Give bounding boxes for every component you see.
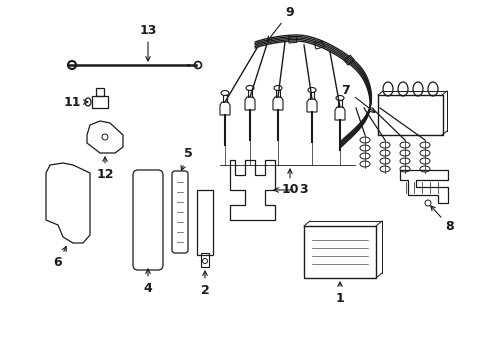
Text: 2: 2 (200, 271, 209, 297)
Text: 13: 13 (139, 23, 156, 61)
Bar (377, 95, 442, 135)
Text: 5: 5 (181, 148, 192, 170)
Bar (288, 36, 296, 43)
Bar (344, 55, 353, 65)
Bar (96, 88, 104, 96)
Text: 3: 3 (273, 184, 306, 197)
Text: 1: 1 (335, 282, 344, 305)
Bar (201, 253, 208, 267)
Bar (314, 41, 323, 49)
Text: 10: 10 (281, 169, 298, 197)
Text: 9: 9 (267, 5, 294, 41)
Bar (197, 190, 213, 255)
Text: 11: 11 (63, 95, 88, 108)
Bar (92, 96, 108, 108)
Text: 12: 12 (96, 157, 114, 181)
Text: 8: 8 (430, 206, 453, 234)
Text: 7: 7 (341, 84, 374, 113)
Text: 4: 4 (143, 269, 152, 294)
Bar (304, 226, 375, 278)
Text: 6: 6 (54, 247, 66, 270)
